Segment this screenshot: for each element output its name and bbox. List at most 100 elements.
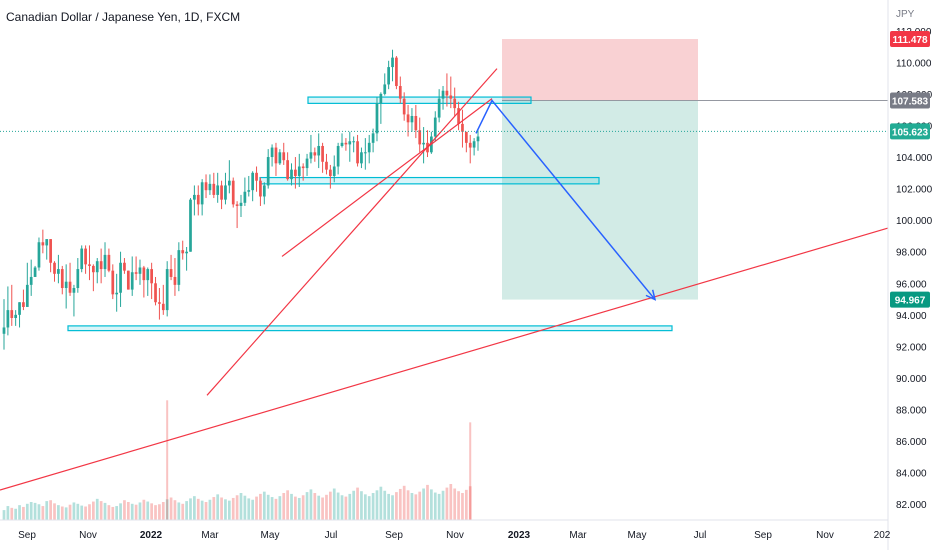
volume-bar bbox=[313, 493, 317, 520]
volume-bar bbox=[294, 496, 297, 520]
volume-bar bbox=[418, 491, 422, 520]
volume-bar bbox=[383, 490, 387, 520]
volume-bar bbox=[453, 488, 457, 520]
candle-body bbox=[274, 147, 278, 164]
candle-body bbox=[158, 302, 161, 304]
candle-body bbox=[161, 303, 165, 311]
x-tick-label: Jul bbox=[325, 530, 338, 541]
price-badge bbox=[890, 123, 930, 140]
support-zone bbox=[307, 96, 532, 104]
candle-body bbox=[10, 310, 14, 318]
candle-body bbox=[371, 133, 375, 143]
candle-body bbox=[119, 262, 122, 293]
volume-bar bbox=[216, 494, 220, 520]
volume-bar bbox=[208, 499, 212, 520]
candle-body bbox=[220, 185, 223, 200]
volume-bar bbox=[367, 496, 371, 520]
volume-bar bbox=[371, 493, 375, 520]
candle-body bbox=[379, 93, 383, 104]
x-tick-label: Jul bbox=[694, 530, 707, 541]
volume-bar bbox=[33, 502, 37, 520]
volume-bar bbox=[297, 497, 301, 520]
candle-body bbox=[461, 123, 464, 132]
candle-body bbox=[41, 242, 45, 246]
plot-area bbox=[0, 0, 888, 520]
volume-bar bbox=[165, 499, 169, 520]
candle-body bbox=[239, 202, 243, 206]
candle-body bbox=[18, 302, 21, 315]
price-badge-label: 94.967 bbox=[895, 296, 926, 307]
volume-bar bbox=[37, 504, 41, 520]
volume-bar bbox=[196, 498, 200, 520]
volume-bar bbox=[57, 505, 60, 520]
candle-body bbox=[99, 261, 103, 270]
volume-bar bbox=[239, 493, 243, 520]
volume-bar bbox=[25, 503, 29, 520]
currency-label: JPY bbox=[896, 9, 915, 20]
candle-body bbox=[356, 141, 359, 164]
candle-body bbox=[290, 169, 293, 180]
candle-body bbox=[414, 116, 418, 131]
volume-bar bbox=[387, 493, 390, 520]
volume-bar bbox=[177, 502, 181, 520]
volume-bar bbox=[274, 498, 278, 520]
volume-bar bbox=[126, 502, 130, 520]
candle-body bbox=[468, 142, 472, 148]
candle-body bbox=[25, 284, 29, 307]
y-tick-label: 100.000 bbox=[896, 216, 932, 227]
candle-body bbox=[64, 281, 68, 289]
volume-bar bbox=[189, 498, 192, 520]
candle-body bbox=[255, 172, 258, 181]
x-tick-label: 202 bbox=[874, 530, 891, 541]
candle-body bbox=[95, 261, 99, 273]
y-tick-label: 94.000 bbox=[896, 311, 927, 322]
volume-bar bbox=[352, 490, 356, 520]
volume-bar bbox=[146, 501, 150, 520]
volume-bar bbox=[340, 495, 344, 520]
candle-body bbox=[259, 180, 262, 197]
y-tick-label: 110.000 bbox=[896, 58, 932, 69]
volume-bar bbox=[103, 502, 107, 520]
candle-body bbox=[449, 95, 453, 99]
volume-bar bbox=[84, 506, 87, 520]
volume-spike bbox=[166, 400, 169, 520]
volume-bar bbox=[185, 501, 188, 520]
y-tick-label: 92.000 bbox=[896, 342, 927, 353]
x-tick-label: Nov bbox=[79, 530, 97, 541]
x-tick-label: 2022 bbox=[140, 530, 163, 541]
volume-bar bbox=[231, 497, 235, 520]
volume-bar bbox=[375, 490, 379, 520]
candle-body bbox=[68, 281, 72, 293]
volume-bar bbox=[395, 492, 398, 520]
candle-body bbox=[37, 242, 41, 268]
candle-body bbox=[329, 169, 332, 176]
volume-bar bbox=[336, 492, 340, 520]
volume-bar bbox=[204, 502, 208, 520]
volume-bar bbox=[437, 493, 441, 520]
volume-bar bbox=[286, 490, 289, 520]
candle-body bbox=[173, 276, 177, 285]
candle-body bbox=[177, 250, 181, 285]
candle-body bbox=[363, 152, 367, 154]
volume-bar bbox=[464, 489, 468, 520]
volume-bar bbox=[379, 486, 383, 520]
candle-body bbox=[29, 276, 33, 285]
x-tick-label: Sep bbox=[385, 530, 403, 541]
candle-body bbox=[181, 250, 185, 254]
candle-body bbox=[76, 269, 80, 289]
volume-bar bbox=[107, 505, 111, 520]
y-tick-label: 82.000 bbox=[896, 500, 927, 511]
volume-bar bbox=[262, 491, 266, 520]
candle-body bbox=[453, 98, 457, 109]
y-tick-label: 96.000 bbox=[896, 279, 927, 290]
support-zone bbox=[259, 176, 600, 185]
volume-bar bbox=[348, 493, 352, 520]
volume-bar bbox=[449, 484, 453, 520]
volume-bar bbox=[445, 487, 449, 520]
volume-bar bbox=[119, 503, 122, 520]
volume-bar bbox=[2, 510, 6, 520]
candle-body bbox=[204, 182, 208, 191]
candle-body bbox=[84, 248, 87, 265]
volume-bar bbox=[430, 489, 433, 520]
